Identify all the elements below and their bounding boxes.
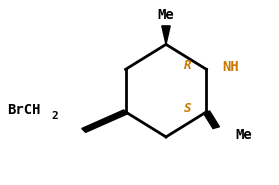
Text: 2: 2 bbox=[52, 111, 58, 121]
Text: BrCH: BrCH bbox=[7, 103, 40, 117]
Polygon shape bbox=[82, 110, 128, 132]
Polygon shape bbox=[162, 26, 170, 44]
Text: Me: Me bbox=[158, 8, 174, 22]
Text: NH: NH bbox=[222, 60, 239, 74]
Polygon shape bbox=[203, 111, 220, 129]
Text: S: S bbox=[184, 102, 191, 115]
Text: R: R bbox=[184, 59, 192, 72]
Text: Me: Me bbox=[236, 128, 252, 142]
